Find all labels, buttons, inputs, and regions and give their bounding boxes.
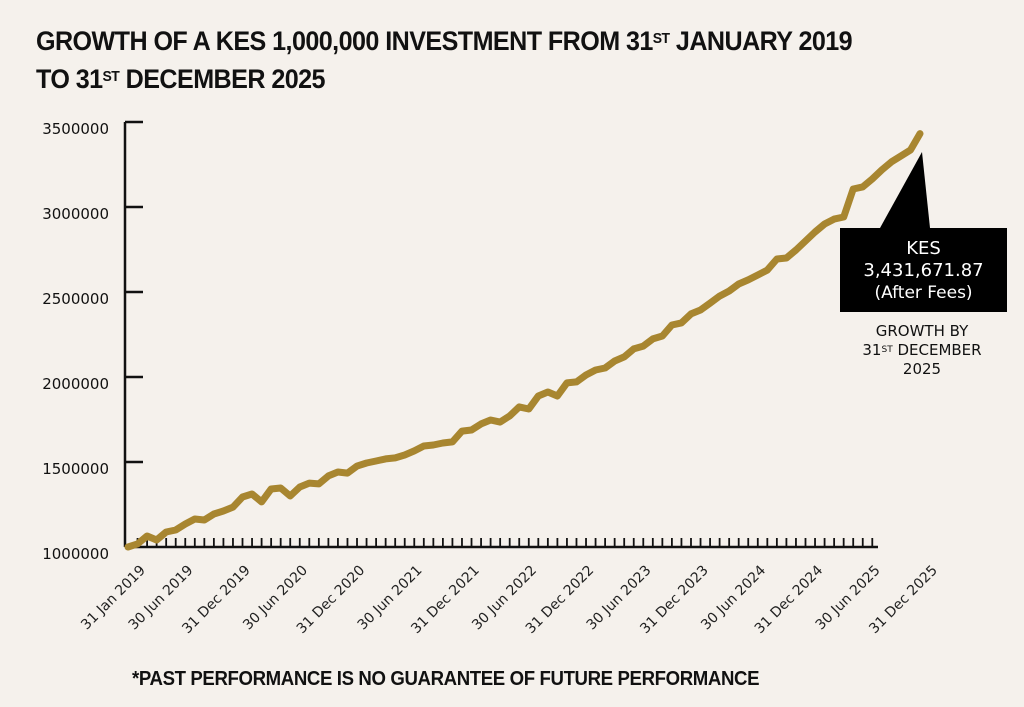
y-tick-label: 2500000 (42, 290, 109, 308)
callout-value: 3,431,671.87 (863, 260, 984, 281)
y-tick-label: 1000000 (42, 545, 109, 563)
series-line (124, 130, 924, 551)
series-layer (124, 130, 924, 551)
growth-label-line3: 2025 (902, 360, 942, 378)
callout-note: (After Fees) (874, 283, 973, 303)
y-tick-label: 3500000 (42, 120, 109, 138)
growth-label-line1: GROWTH BY (875, 322, 969, 340)
growth-label-line2: 31ST DECEMBER (862, 341, 982, 359)
y-axis: 1000000 1500000 2000000 2500000 3000000 35000… (42, 120, 143, 563)
y-tick-label: 3000000 (42, 205, 109, 223)
chart-title: GROWTH OF A KES 1,000,000 INVESTMENT FRO… (36, 22, 929, 98)
disclaimer: *PAST PERFORMANCE IS NO GUARANTEE OF FUT… (132, 668, 760, 690)
chart-title-line2: TO 31ST DECEMBER 2025 (36, 64, 326, 94)
chart-title-line1: GROWTH OF A KES 1,000,000 INVESTMENT FRO… (36, 26, 853, 56)
callout-currency: KES (906, 238, 941, 259)
y-tick-label: 2000000 (42, 375, 109, 393)
callout-pointer (880, 152, 930, 228)
growth-label: GROWTH BY 31ST DECEMBER 2025 (826, 322, 1018, 379)
value-callout: KES 3,431,671.87 (After Fees) (840, 228, 1007, 312)
y-tick-label: 1500000 (42, 460, 109, 478)
